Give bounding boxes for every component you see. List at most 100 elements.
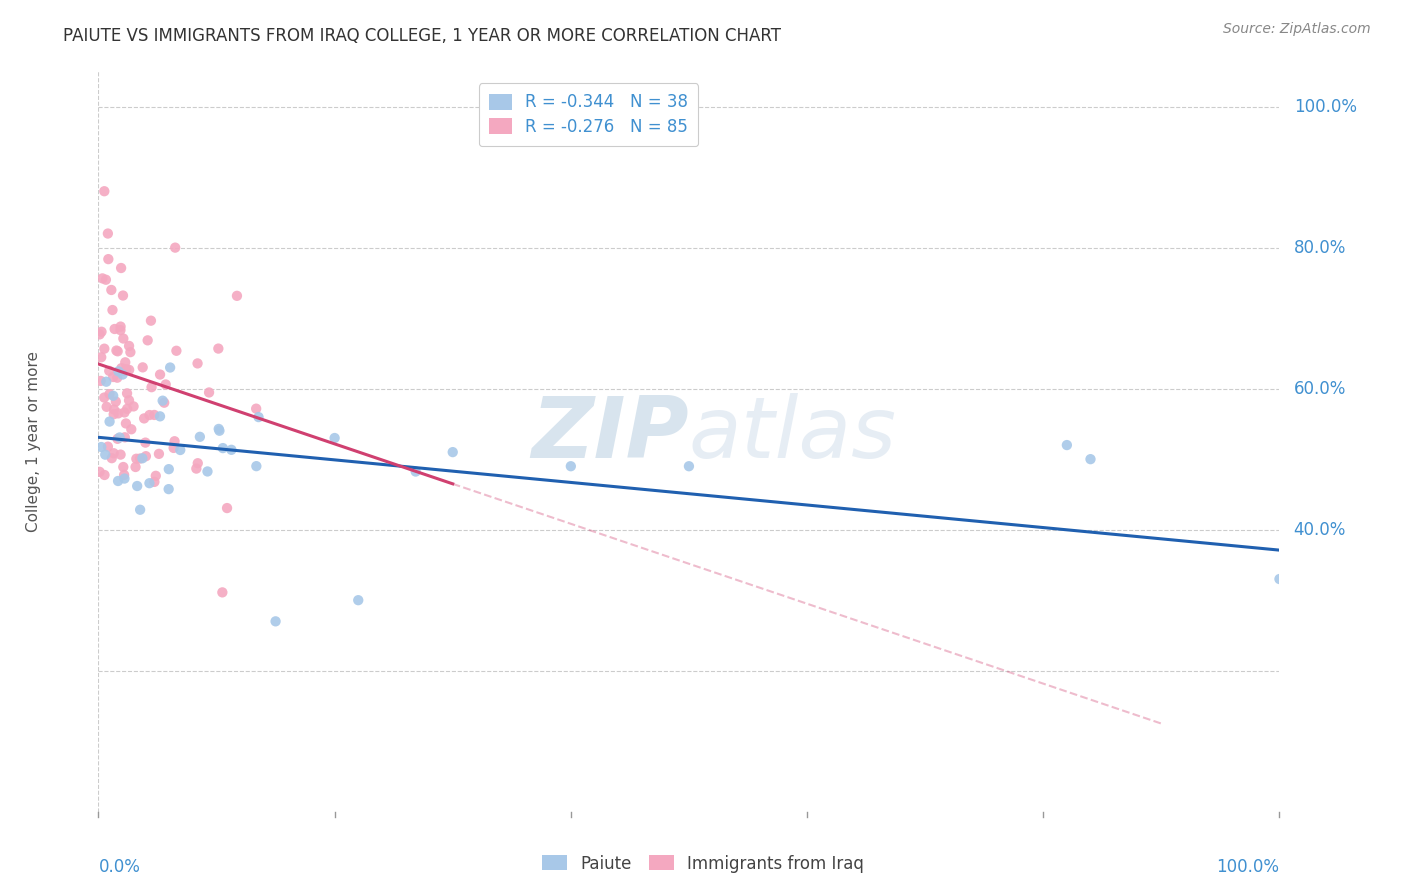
Point (97, 440, 120, 454)
Point (107, 364, 129, 378)
Point (112, 332, 135, 346)
Point (93, 342, 115, 356)
Text: 60.0%: 60.0% (1294, 380, 1346, 398)
Point (101, 389, 124, 403)
Point (104, 394, 127, 409)
Point (162, 441, 184, 455)
Point (145, 468, 167, 483)
Point (101, 303, 124, 318)
Point (212, 441, 235, 455)
Point (105, 370, 128, 384)
Point (208, 424, 231, 438)
Point (107, 474, 129, 488)
Point (208, 422, 231, 436)
Text: 100.0%: 100.0% (1216, 857, 1279, 876)
Point (155, 377, 177, 392)
Text: College, 1 year or more: College, 1 year or more (25, 351, 41, 532)
Text: 0.0%: 0.0% (98, 857, 141, 876)
Point (114, 405, 136, 419)
Point (165, 343, 187, 358)
Point (226, 289, 249, 303)
Point (96, 400, 118, 414)
Point (111, 288, 134, 302)
Point (141, 380, 163, 394)
Point (165, 241, 187, 255)
Point (120, 345, 142, 359)
Point (114, 471, 136, 485)
Point (98, 387, 121, 401)
Point (245, 401, 267, 416)
Point (115, 386, 138, 401)
Point (187, 356, 209, 370)
Point (89, 465, 111, 479)
Text: 80.0%: 80.0% (1294, 239, 1346, 257)
Point (93, 391, 115, 405)
Point (114, 430, 136, 444)
Point (107, 432, 129, 446)
Point (264, 615, 287, 629)
Text: PAIUTE VS IMMIGRANTS FROM IRAQ COLLEGE, 1 YEAR OR MORE CORRELATION CHART: PAIUTE VS IMMIGRANTS FROM IRAQ COLLEGE, … (63, 27, 782, 45)
Point (115, 401, 138, 416)
Text: ZIP: ZIP (531, 392, 689, 475)
Point (347, 593, 370, 607)
Point (100, 451, 122, 466)
Point (129, 502, 152, 516)
Point (152, 393, 174, 408)
Point (157, 482, 180, 496)
Point (441, 445, 464, 459)
Point (91, 271, 114, 285)
Point (120, 422, 142, 436)
Point (110, 323, 132, 337)
Point (125, 451, 148, 466)
Point (108, 430, 131, 444)
Point (188, 430, 211, 444)
Point (104, 322, 127, 336)
Point (134, 411, 156, 425)
Point (118, 393, 141, 408)
Point (169, 442, 191, 457)
Point (103, 370, 125, 384)
Point (90, 440, 112, 454)
Point (143, 475, 166, 489)
Point (678, 459, 700, 474)
Point (136, 334, 159, 348)
Point (1056, 438, 1078, 452)
Point (211, 585, 233, 599)
Point (97, 227, 120, 241)
Point (110, 319, 132, 334)
Point (323, 431, 346, 445)
Point (97, 252, 120, 267)
Point (98, 364, 121, 378)
Point (93, 184, 115, 198)
Point (163, 434, 186, 449)
Point (107, 406, 129, 420)
Point (124, 460, 146, 475)
Point (134, 435, 156, 450)
Point (138, 476, 160, 491)
Point (149, 409, 172, 424)
Point (127, 479, 149, 493)
Point (198, 385, 221, 400)
Point (186, 461, 208, 475)
Point (157, 462, 180, 476)
Text: atlas: atlas (689, 392, 897, 475)
Point (100, 283, 122, 297)
Text: 40.0%: 40.0% (1294, 521, 1346, 539)
Point (1268, 572, 1291, 586)
Point (122, 400, 145, 414)
Point (110, 361, 132, 376)
Point (247, 410, 270, 425)
Point (129, 451, 152, 466)
Point (207, 342, 229, 356)
Point (98, 415, 121, 429)
Point (110, 260, 132, 275)
Point (90, 374, 112, 388)
Point (103, 402, 125, 417)
Point (197, 465, 219, 479)
Point (148, 447, 170, 461)
Point (560, 459, 582, 474)
Point (115, 417, 138, 431)
Text: Source: ZipAtlas.com: Source: ZipAtlas.com (1223, 22, 1371, 37)
Point (96, 375, 118, 389)
Point (138, 408, 160, 422)
